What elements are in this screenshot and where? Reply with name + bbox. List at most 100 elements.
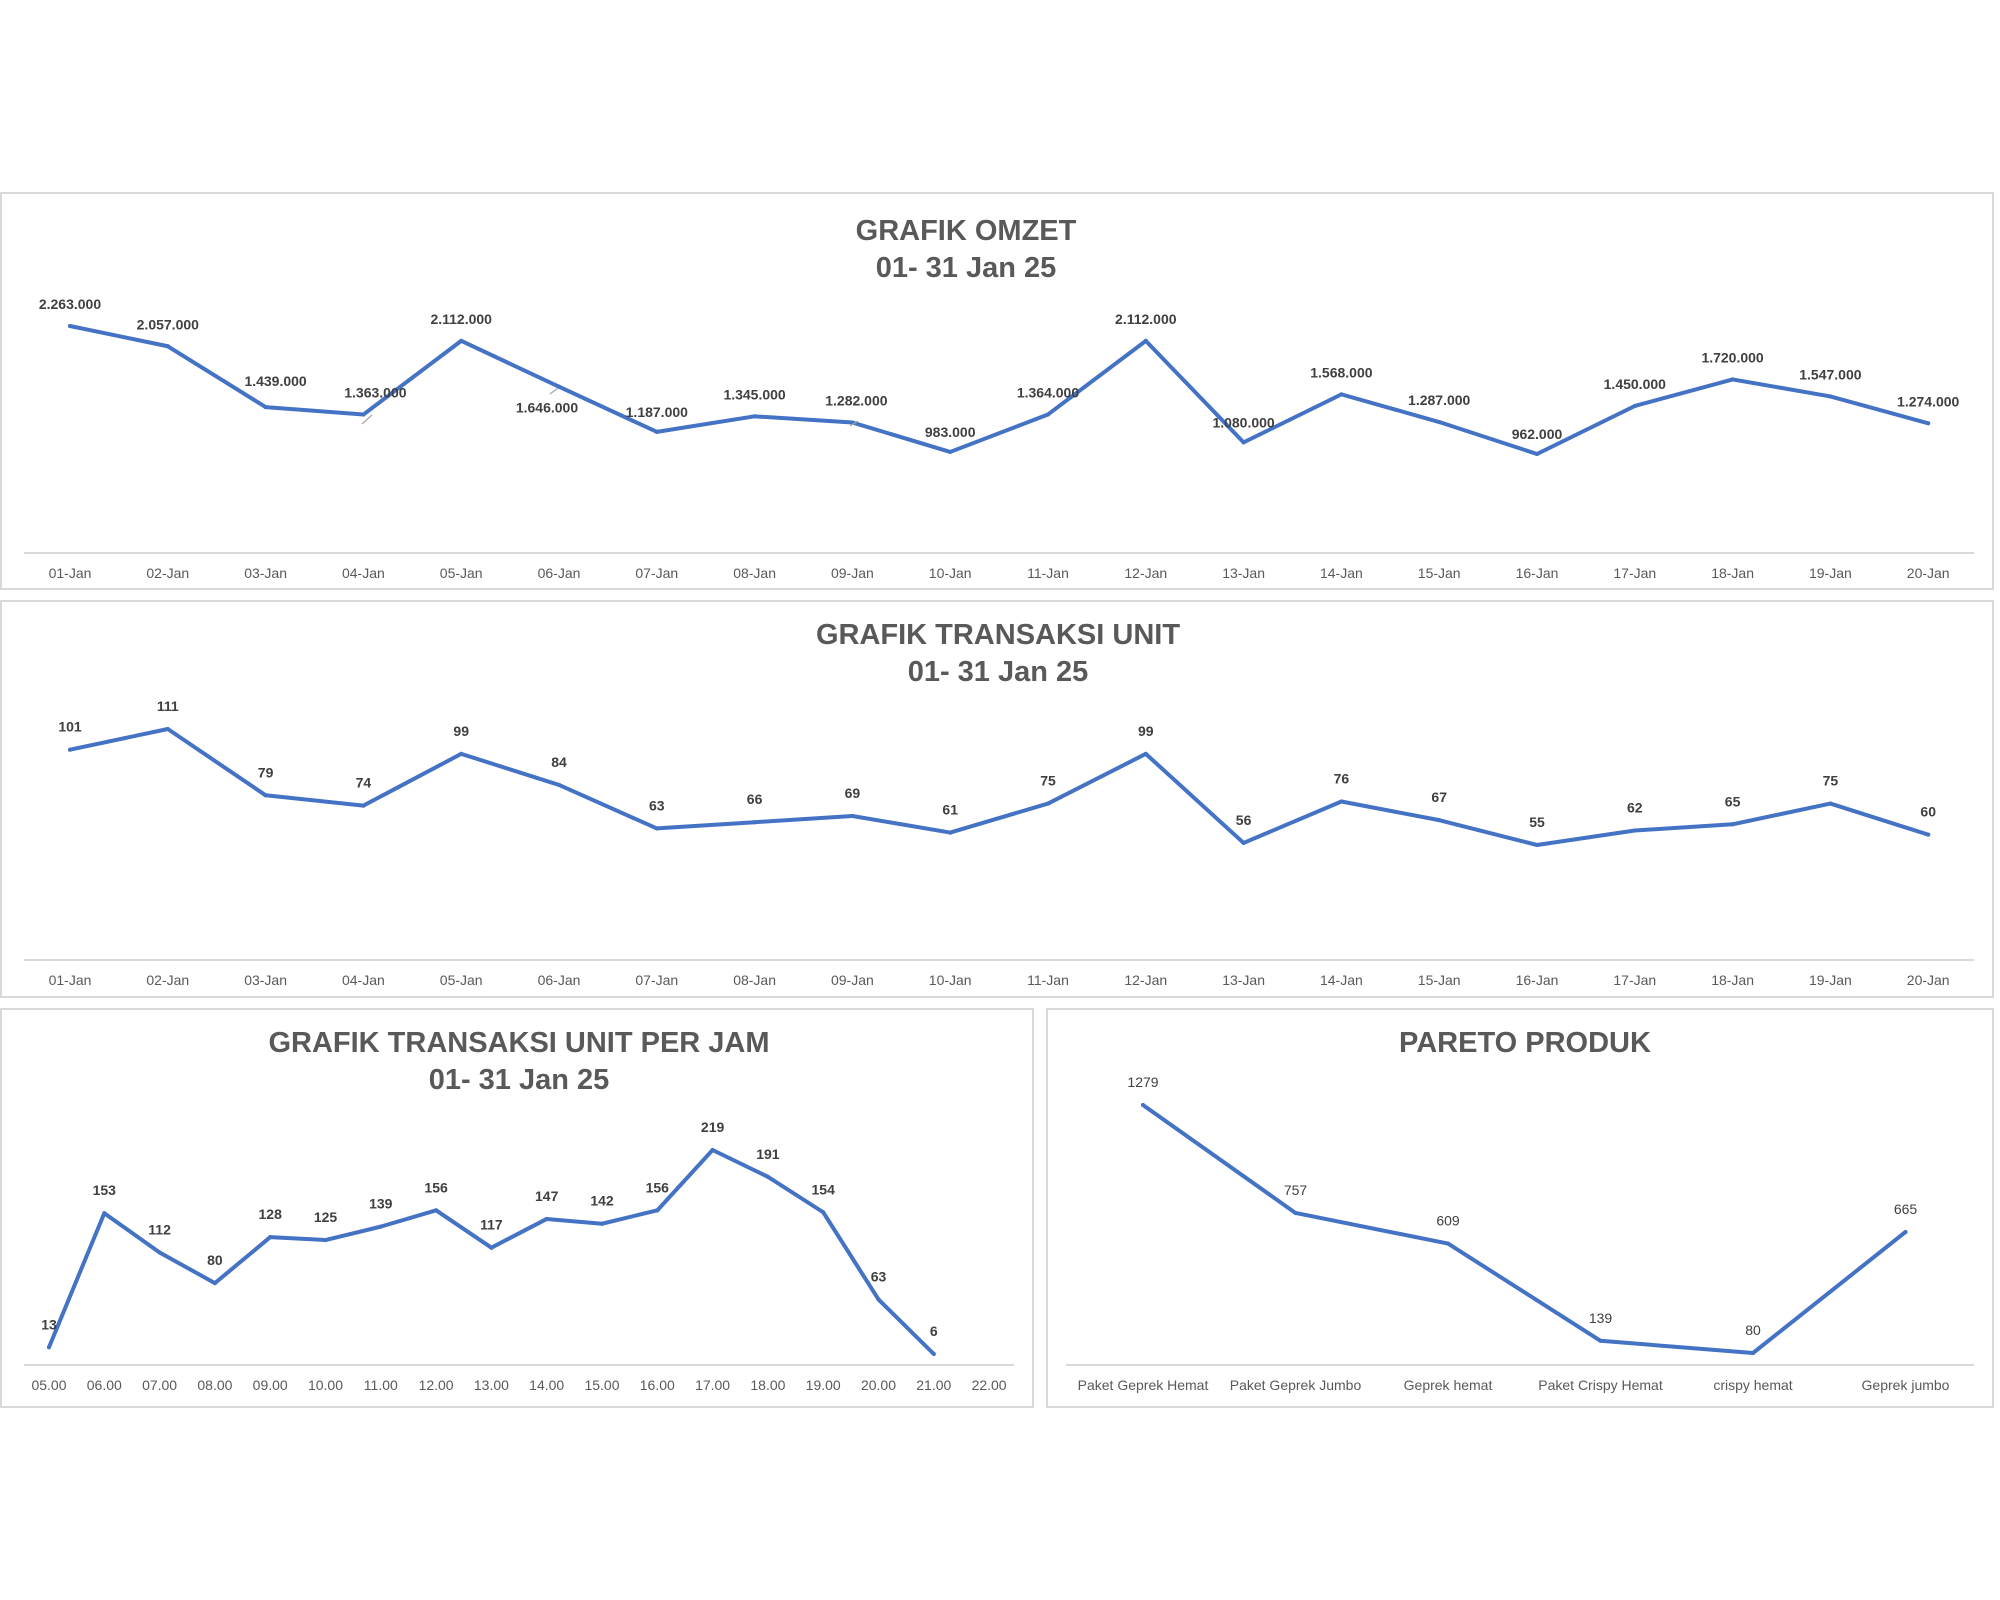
data-point bbox=[268, 1235, 273, 1240]
series-line-segment bbox=[1828, 801, 1931, 837]
data-label: 75 bbox=[1823, 773, 1839, 789]
data-label: 1.646.000 bbox=[516, 400, 578, 416]
data-point bbox=[1730, 822, 1735, 827]
series-line-segment bbox=[765, 1174, 826, 1215]
pareto-produk-chart-panel: PARETO PRODUK Paket Geprek Hemat Paket Gep… bbox=[1046, 1008, 1994, 1408]
x-tick-label: 11.00 bbox=[364, 1377, 398, 1393]
transaksi-per-jam-chart: GRAFIK TRANSAKSI UNIT PER JAM 01- 31 Jan … bbox=[24, 1027, 1014, 1393]
x-tick-label: 05-Jan bbox=[440, 565, 483, 581]
data-label: 983.000 bbox=[925, 424, 976, 440]
data-point bbox=[752, 820, 757, 825]
data-label: 79 bbox=[258, 764, 274, 780]
data-label: 61 bbox=[942, 802, 958, 818]
series-line-segment bbox=[850, 814, 953, 835]
data-label: 139 bbox=[369, 1196, 393, 1212]
data-point bbox=[47, 1345, 51, 1350]
data-label: 66 bbox=[747, 791, 763, 807]
data-point bbox=[263, 405, 268, 410]
x-tick-label: 07.00 bbox=[142, 1377, 177, 1393]
x-tick-label: 13-Jan bbox=[1222, 972, 1265, 988]
x-tick-label: 17-Jan bbox=[1613, 972, 1656, 988]
data-point bbox=[1339, 392, 1344, 397]
x-tick-label: 11-Jan bbox=[1027, 565, 1069, 581]
x-tick-label: 07-Jan bbox=[635, 972, 678, 988]
data-point bbox=[1046, 412, 1050, 417]
x-tick-label: 16.00 bbox=[640, 1377, 675, 1393]
series-line-segment bbox=[752, 814, 855, 825]
data-label: 67 bbox=[1431, 789, 1447, 805]
data-label: 62 bbox=[1627, 800, 1643, 816]
data-label: 13 bbox=[41, 1316, 57, 1332]
x-tick-label: 10-Jan bbox=[929, 565, 972, 581]
series-line-segment bbox=[1632, 822, 1735, 833]
data-point bbox=[361, 803, 366, 808]
data-label: 1.720.000 bbox=[1701, 349, 1763, 365]
data-label: 1.364.000 bbox=[1017, 384, 1079, 400]
series-line-segment bbox=[710, 1148, 770, 1179]
chart-title: GRAFIK OMZET bbox=[856, 215, 1077, 247]
series-line-segment bbox=[557, 782, 659, 831]
data-point bbox=[361, 412, 366, 417]
data-point bbox=[459, 751, 464, 756]
series-line-segment bbox=[655, 1148, 715, 1213]
x-tick-label: 12.00 bbox=[419, 1377, 454, 1393]
data-label: 6 bbox=[930, 1323, 938, 1339]
x-tick-label: 13.00 bbox=[474, 1377, 509, 1393]
series-line-segment bbox=[1446, 1241, 1603, 1343]
x-tick-label: 18-Jan bbox=[1711, 565, 1754, 581]
series-line-segment bbox=[1046, 751, 1148, 806]
series-line-segment bbox=[1828, 394, 1931, 426]
data-point bbox=[948, 830, 953, 835]
series-line-segment bbox=[378, 1208, 439, 1229]
data-label: 219 bbox=[701, 1119, 725, 1135]
series-line-segment bbox=[654, 414, 757, 434]
x-tick-label: 04-Jan bbox=[342, 565, 385, 581]
series-line-segment bbox=[434, 1208, 494, 1250]
x-tick-label: 10.00 bbox=[308, 1377, 343, 1393]
series-line-segment bbox=[752, 414, 855, 425]
series-line-segment bbox=[157, 1250, 217, 1286]
x-tick-label: Paket Crispy Hemat bbox=[1538, 1377, 1663, 1393]
data-point bbox=[654, 429, 659, 434]
x-tick-label: 22.00 bbox=[972, 1377, 1007, 1393]
data-label: 1.274.000 bbox=[1897, 393, 1959, 409]
data-label: 1.080.000 bbox=[1212, 414, 1274, 430]
label-leader-line bbox=[549, 387, 559, 395]
data-point bbox=[68, 324, 72, 328]
series-line-segment bbox=[1143, 751, 1246, 845]
series-line-segment bbox=[1535, 403, 1637, 456]
x-tick-label: 09.00 bbox=[253, 1377, 288, 1393]
data-point bbox=[434, 1208, 439, 1213]
series-line-segment bbox=[165, 727, 268, 798]
data-label: 1.345.000 bbox=[723, 386, 785, 402]
series-line-segment bbox=[1241, 799, 1344, 845]
series-line-segment bbox=[459, 751, 561, 787]
x-tick-label: 18.00 bbox=[750, 1377, 785, 1393]
x-tick-label: 01-Jan bbox=[49, 565, 92, 581]
data-point bbox=[1535, 452, 1539, 456]
data-label: 75 bbox=[1040, 773, 1056, 789]
transaksi-unit-chart-panel: GRAFIK TRANSAKSI UNIT 01- 31 Jan 25 01-Jan… bbox=[0, 600, 1994, 998]
data-label: 156 bbox=[424, 1179, 448, 1195]
data-point bbox=[459, 338, 464, 343]
data-label: 142 bbox=[590, 1193, 614, 1209]
series-line-segment bbox=[263, 793, 366, 808]
data-label: 1.187.000 bbox=[626, 404, 688, 420]
series-line-segment bbox=[948, 412, 1050, 454]
series-line-segment bbox=[654, 820, 757, 831]
data-point bbox=[1632, 403, 1637, 408]
data-point bbox=[1751, 1351, 1755, 1355]
data-point bbox=[1926, 421, 1931, 426]
x-tick-label: Paket Geprek Jumbo bbox=[1230, 1377, 1362, 1393]
data-label: 1.282.000 bbox=[825, 393, 887, 409]
chart-subtitle: 01- 31 Jan 25 bbox=[908, 656, 1089, 688]
transaksi-unit-chart: GRAFIK TRANSAKSI UNIT 01- 31 Jan 25 01-Jan… bbox=[24, 619, 1974, 988]
data-label: 1279 bbox=[1127, 1074, 1158, 1090]
series-line-segment bbox=[1730, 801, 1833, 827]
data-label: 128 bbox=[259, 1206, 283, 1222]
data-label: 147 bbox=[535, 1188, 559, 1204]
data-label: 1.439.000 bbox=[244, 373, 306, 389]
data-point bbox=[1437, 420, 1442, 425]
data-label: 117 bbox=[480, 1217, 503, 1233]
x-tick-label: 09-Jan bbox=[831, 972, 874, 988]
